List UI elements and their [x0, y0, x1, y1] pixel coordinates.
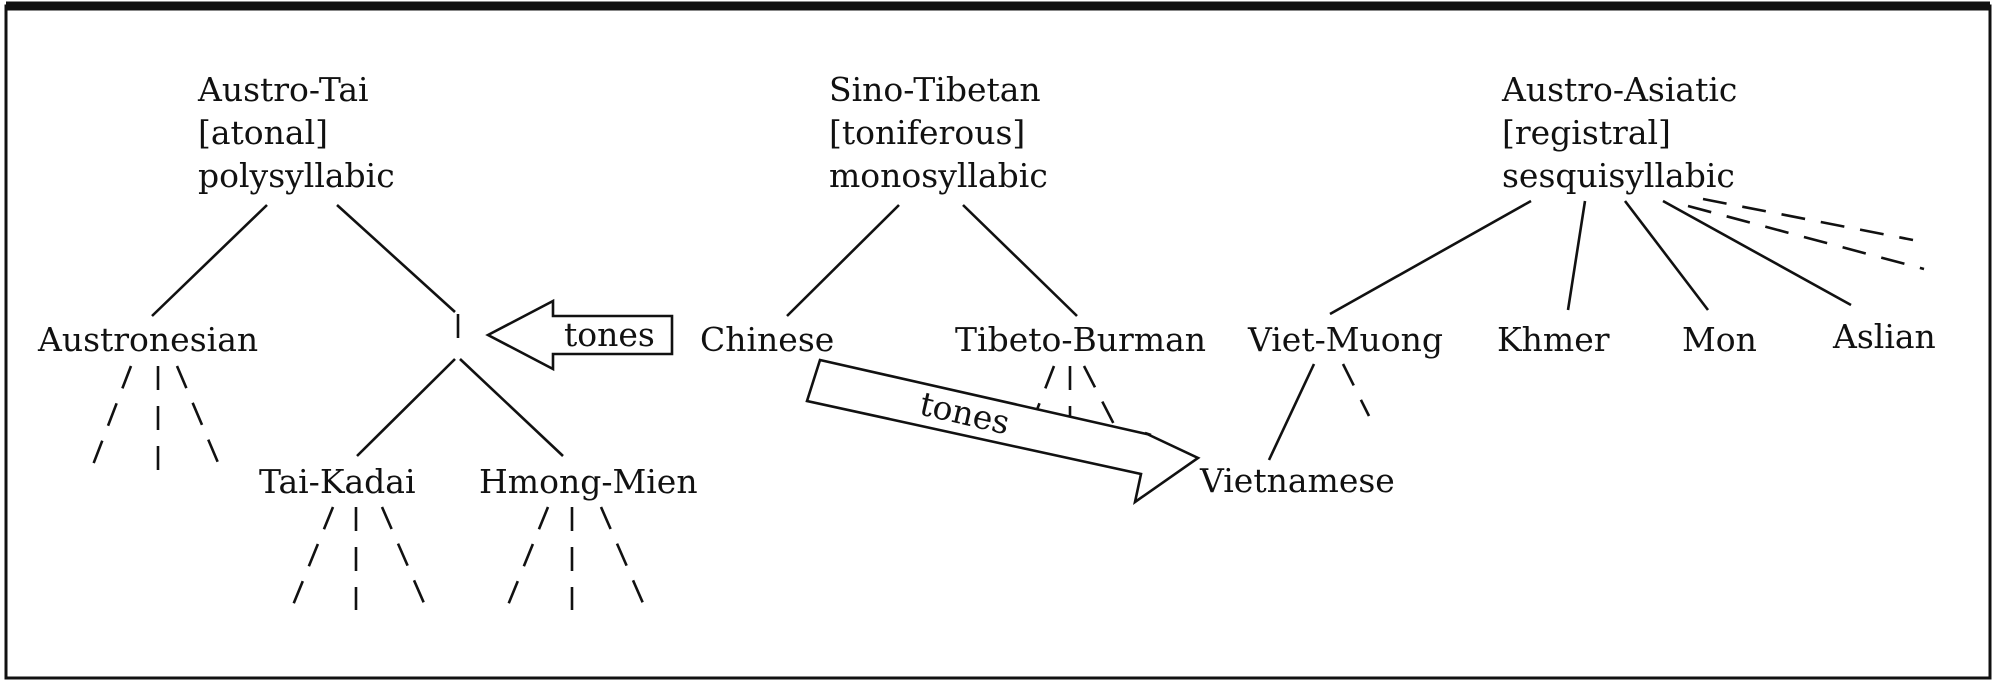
- sino-tibetan-tone: [toniferous]: [829, 113, 1025, 152]
- sino-tibetan-name: Sino-Tibetan: [829, 70, 1041, 109]
- tai-kadai-dash-right: [380, 506, 429, 611]
- chinese-label: Chinese: [700, 320, 834, 359]
- tai-kadai-label: Tai-Kadai: [259, 462, 416, 501]
- edge-austro-asiatic-viet-muong: [1329, 199, 1532, 316]
- edge-austro-asiatic-aslian: [1662, 199, 1852, 307]
- austro-asiatic-syllable: sesquisyllabic: [1502, 156, 1735, 195]
- aslian-label: Aslian: [1832, 317, 1936, 356]
- tones-arrow-diagonal: [805, 358, 1201, 505]
- viet-muong-dash: [1341, 363, 1371, 417]
- edge-sino-tibetan-tibeto-burman: [962, 204, 1078, 317]
- tones-arrow-left: [485, 298, 674, 372]
- sino-tibetan-syllable: monosyllabic: [829, 156, 1048, 195]
- edge-sino-tibetan-chinese: [786, 204, 900, 317]
- austro-tai-tone: [atonal]: [198, 113, 328, 152]
- khmer-label: Khmer: [1497, 320, 1610, 359]
- hmong-mien-label: Hmong-Mien: [479, 462, 698, 501]
- tones-arrow-left-label: tones: [564, 315, 655, 354]
- austro-asiatic-tone: [registral]: [1502, 113, 1671, 152]
- mon-label: Mon: [1682, 320, 1757, 359]
- austronesian-dash-left: [89, 365, 133, 471]
- edge-viet-muong-vietnamese: [1267, 363, 1316, 461]
- austro-tai-syllable: polysyllabic: [198, 156, 395, 195]
- edge-austro-tai-node: [336, 204, 456, 313]
- austronesian-dash-right: [175, 365, 224, 473]
- edge-austro-tai-austronesian: [151, 204, 268, 317]
- tibeto-burman-dash-right: [1082, 365, 1122, 437]
- viet-muong-label: Viet-Muong: [1247, 320, 1443, 359]
- edge-node-tai-kadai: [356, 358, 456, 457]
- edge-austro-asiatic-mon: [1623, 200, 1710, 311]
- tai-kadai-dash-left: [289, 506, 335, 611]
- edge-austro-asiatic-khmer: [1566, 200, 1587, 311]
- hmong-mien-dash-right: [599, 506, 648, 611]
- austro-asiatic-dash-upper: [1702, 197, 1914, 242]
- vietnamese-label: Vietnamese: [1199, 461, 1395, 500]
- austronesian-label: Austronesian: [37, 320, 258, 359]
- austro-asiatic-name: Austro-Asiatic: [1501, 70, 1737, 109]
- edge-node-hmong-mien: [459, 358, 564, 457]
- austro-tai-name: Austro-Tai: [197, 70, 369, 109]
- hmong-mien-dash-left: [504, 506, 550, 611]
- tibeto-burman-label: Tibeto-Burman: [955, 320, 1206, 359]
- austro-asiatic-dash-lower: [1687, 204, 1925, 271]
